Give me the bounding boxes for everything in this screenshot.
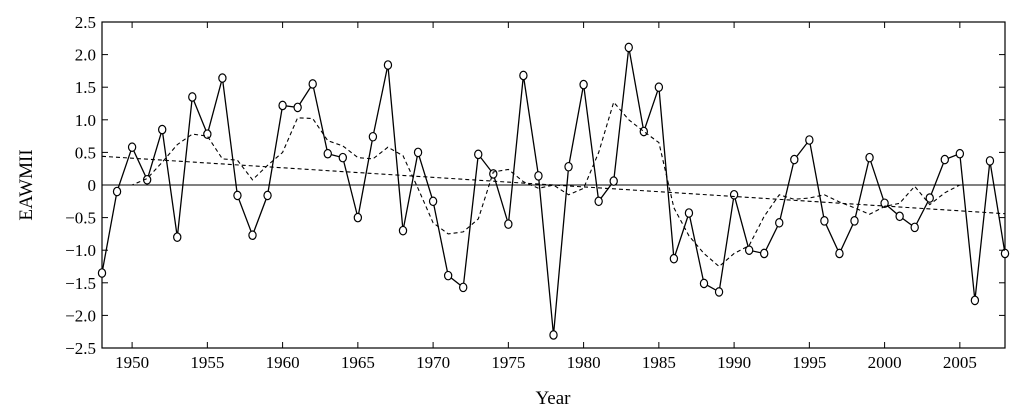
data-point (624, 42, 633, 53)
data-point (188, 92, 197, 102)
data-point (699, 278, 709, 289)
data-point (925, 193, 934, 203)
data-point (579, 79, 588, 90)
data-point (157, 124, 167, 135)
data-point (729, 189, 739, 200)
data-point (760, 248, 769, 259)
data-point (112, 186, 122, 197)
data-point (97, 268, 107, 278)
data-point (293, 102, 302, 113)
data-point (323, 148, 332, 159)
data-point (459, 282, 468, 293)
data-point (278, 100, 287, 111)
y-tick-label: −1.5 (65, 274, 96, 293)
y-tick-label: 0.5 (75, 143, 96, 162)
data-point (654, 82, 664, 92)
data-point (173, 232, 182, 242)
data-point (549, 330, 558, 340)
y-tick-label: 2.5 (75, 13, 96, 32)
data-point (955, 148, 965, 159)
series-line-3 (101, 155, 1006, 215)
x-axis-label: Year (535, 388, 571, 409)
data-point (895, 211, 904, 222)
x-tick-label: 1980 (567, 353, 601, 372)
x-tick-label: 1995 (792, 353, 826, 372)
data-point (985, 156, 995, 166)
y-tick-label: −2.0 (65, 306, 96, 325)
data-point (639, 126, 649, 137)
x-tick-label: 2000 (868, 353, 902, 372)
data-point (865, 152, 874, 163)
data-point (368, 131, 378, 142)
data-point (203, 129, 212, 139)
data-point (413, 147, 423, 158)
x-tick-label: 1975 (491, 353, 525, 372)
y-tick-label: −2.5 (65, 339, 96, 358)
data-point (127, 142, 137, 152)
x-tick-label: 1960 (266, 353, 300, 372)
data-point (534, 171, 543, 181)
data-point (714, 287, 724, 297)
data-point (669, 253, 679, 264)
data-point (805, 135, 814, 145)
data-point (263, 190, 272, 201)
data-point (1000, 248, 1010, 259)
tick-group: 2.5 2.0 1.5 1.0 0.5 0 −0.5 −1.0 −1.5 −2.0 −2.5 1950… (65, 13, 1005, 372)
data-point (850, 216, 859, 226)
data-point (398, 225, 408, 236)
data-point (218, 73, 227, 83)
x-tick-label: 1965 (341, 353, 375, 372)
data-point (940, 154, 950, 165)
y-tick-label: 0 (88, 176, 97, 195)
data-point (790, 154, 799, 165)
y-axis-label: EAWMII (16, 149, 37, 220)
data-point (684, 208, 694, 218)
y-tick-label: 1.5 (75, 78, 96, 97)
data-point (609, 176, 618, 186)
y-tick-label: 2.0 (75, 46, 96, 65)
x-tick-label: 1950 (115, 353, 149, 372)
y-tick-label: 1.0 (75, 111, 96, 130)
data-point (910, 222, 919, 233)
data-point (308, 79, 317, 89)
x-tick-label: 1990 (717, 353, 751, 372)
data-point (489, 169, 498, 179)
y-tick-label: −1.0 (65, 241, 96, 260)
x-tick-label: 1985 (642, 353, 676, 372)
y-tick-label: −0.5 (65, 209, 96, 228)
data-point (564, 161, 573, 172)
data-point (443, 270, 453, 281)
x-tick-label: 1955 (190, 353, 224, 372)
data-point (338, 152, 347, 163)
data-point (775, 218, 784, 228)
data-point (233, 190, 242, 201)
x-tick-label: 2005 (943, 353, 977, 372)
data-point (880, 198, 889, 209)
data-point (594, 196, 603, 207)
data-point (504, 219, 513, 229)
data-point (383, 60, 393, 70)
data-point (744, 245, 754, 255)
data-point (820, 216, 829, 226)
data-point (970, 295, 980, 306)
data-point (835, 248, 844, 259)
data-point (353, 212, 363, 223)
x-tick-label: 1970 (416, 353, 450, 372)
data-point (428, 196, 438, 207)
data-point (519, 70, 528, 81)
data-point (248, 230, 257, 241)
data-point (474, 149, 483, 160)
series-line-2 (102, 101, 1005, 268)
series-group (97, 42, 1010, 340)
